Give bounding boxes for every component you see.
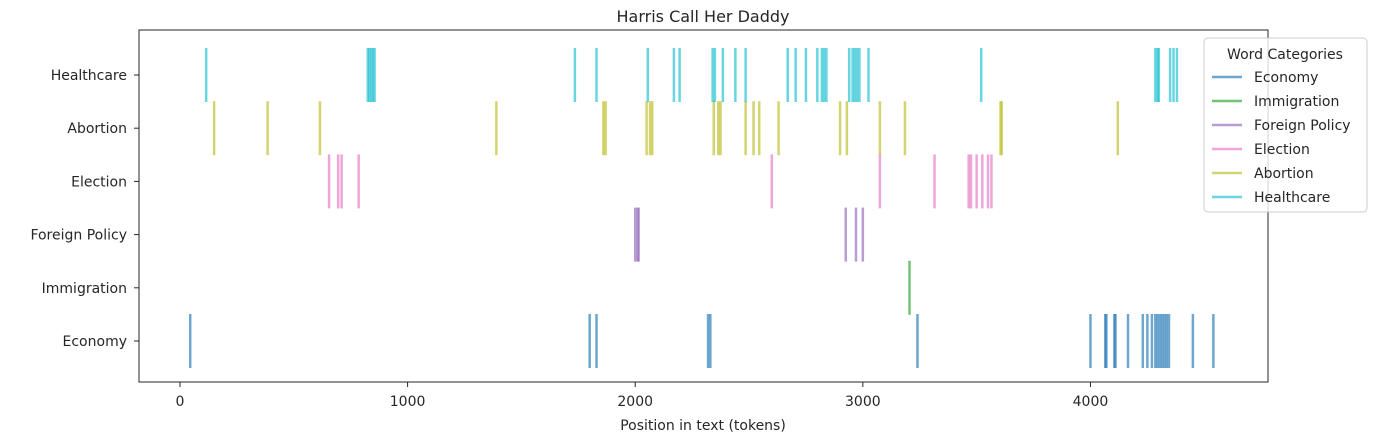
y-tick-label: Election — [71, 174, 127, 190]
legend-label: Immigration — [1254, 94, 1339, 110]
legend-title: Word Categories — [1227, 47, 1343, 63]
event-lines — [188, 48, 1215, 368]
y-tick-label: Foreign Policy — [30, 228, 127, 244]
x-tick-label: 2000 — [617, 394, 653, 410]
legend-label: Foreign Policy — [1254, 118, 1351, 134]
x-tick-label: 4000 — [1073, 394, 1109, 410]
x-tick-label: 1000 — [390, 394, 426, 410]
y-tick-label: Immigration — [42, 281, 127, 297]
y-tick-label: Economy — [63, 334, 127, 350]
legend-label: Abortion — [1254, 166, 1314, 182]
legend-box — [1203, 37, 1368, 213]
x-tick-label: 3000 — [845, 394, 881, 410]
x-axis-ticks: 0 1000 2000 3000 4000 — [176, 382, 1109, 410]
y-tick-label: Abortion — [67, 121, 127, 137]
chart-title: Harris Call Her Daddy — [617, 7, 790, 26]
y-tick-label: Healthcare — [51, 68, 127, 84]
plot-area-frame — [138, 29, 1269, 383]
legend-label: Healthcare — [1254, 190, 1330, 206]
y-axis-ticks: Economy Immigration Foreign Policy Election… — [30, 68, 139, 350]
legend-label: Economy — [1254, 70, 1318, 86]
x-tick-label: 0 — [176, 394, 185, 410]
legend: Word Categories Economy Immigration Foreig… — [1203, 37, 1368, 213]
legend-label: Election — [1254, 142, 1310, 158]
x-axis-label: Position in text (tokens) — [620, 418, 786, 434]
